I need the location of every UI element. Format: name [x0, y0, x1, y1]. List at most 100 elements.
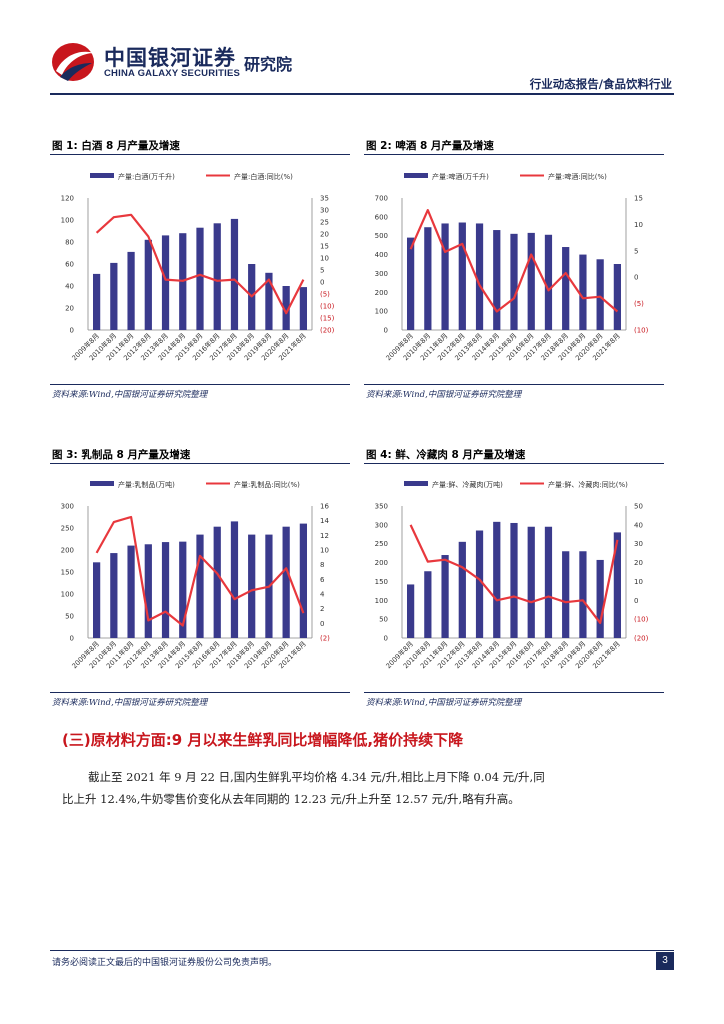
bar	[527, 526, 535, 638]
right-tick-label: 30	[320, 207, 329, 215]
page-number: 3	[656, 952, 674, 970]
logo-institute: 研究院	[244, 55, 293, 74]
right-tick-label: 0	[634, 597, 638, 605]
bar	[441, 223, 449, 330]
right-tick-label: (15)	[320, 315, 335, 323]
right-tick-label: 12	[320, 532, 329, 540]
bar	[493, 521, 501, 638]
bar	[562, 551, 570, 638]
bar	[110, 553, 118, 638]
bar	[424, 571, 432, 638]
legend-line-label: 产量:乳制品:同比(%)	[234, 480, 300, 489]
bar	[127, 251, 135, 330]
bar	[230, 521, 239, 638]
left-tick-label: 0	[70, 635, 74, 643]
bar	[544, 234, 553, 330]
left-tick-label: 300	[375, 521, 388, 529]
bar	[596, 259, 604, 330]
figure-3-title: 图 3: 乳制品 8 月产量及增速	[52, 449, 191, 461]
figure-1-title: 图 1: 白酒 8 月产量及增速	[52, 140, 180, 152]
bar	[92, 562, 101, 638]
bar	[579, 551, 587, 638]
legend-bar-swatch	[404, 481, 428, 486]
right-tick-label: 30	[634, 540, 643, 548]
right-tick-label: (20)	[320, 327, 335, 335]
bar	[282, 526, 290, 638]
growth-line	[409, 524, 619, 624]
bar	[527, 232, 535, 330]
bar	[196, 534, 204, 638]
bar	[475, 530, 484, 638]
figure-3-source: 资料来源:Wind,中国银河证券研究院整理	[52, 698, 208, 708]
header-rule	[50, 93, 674, 95]
bar	[196, 227, 204, 330]
bar	[127, 545, 135, 638]
right-tick-label: (5)	[320, 291, 330, 299]
right-tick-label: (2)	[320, 635, 330, 643]
left-tick-label: 50	[379, 616, 388, 624]
logo-mark-icon	[52, 43, 94, 81]
left-tick-label: 150	[61, 569, 74, 577]
bar	[475, 223, 484, 330]
legend-line-label: 产量:啤酒:同比(%)	[548, 172, 607, 181]
left-tick-label: 100	[61, 591, 74, 599]
legend-bar-label: 产量:乳制品(万吨)	[118, 480, 175, 489]
right-tick-label: (20)	[634, 635, 649, 643]
bar	[406, 237, 415, 330]
bar	[562, 247, 570, 330]
left-tick-label: 200	[375, 559, 388, 567]
left-tick-label: 0	[384, 327, 388, 335]
bar	[299, 287, 308, 330]
right-tick-label: 10	[634, 221, 643, 229]
figure-4-title: 图 4: 鲜、冷藏肉 8 月产量及增速	[366, 449, 526, 461]
footer-disclaimer: 请务必阅读正文最后的中国银河证券股份公司免责声明。	[52, 958, 278, 968]
left-tick-label: 200	[375, 289, 388, 297]
left-tick-label: 300	[375, 270, 388, 278]
figure-1-source: 资料来源:Wind,中国银河证券研究院整理	[52, 390, 208, 400]
left-tick-label: 350	[375, 503, 388, 511]
right-tick-label: 50	[634, 503, 643, 511]
bar	[510, 522, 518, 638]
right-tick-label: (10)	[634, 616, 649, 624]
bar	[144, 544, 152, 638]
right-tick-label: 0	[320, 620, 324, 628]
bar	[458, 222, 466, 330]
section-paragraph-line-1: 截止至 2021 年 9 月 22 日,国内生鲜乳平均价格 4.34 元/升,相…	[88, 770, 545, 784]
left-tick-label: 250	[375, 540, 388, 548]
left-tick-label: 100	[375, 597, 388, 605]
bar	[458, 541, 466, 638]
left-tick-label: 80	[65, 239, 74, 247]
chart-chilled-meat-august-output: 产量:鲜、冷藏肉(万吨) 产量:鲜、冷藏肉:同比(%)35030025020015…	[375, 480, 649, 670]
figure-3-title-rule	[50, 463, 350, 464]
growth-line	[95, 213, 305, 315]
right-tick-label: (5)	[634, 300, 644, 308]
figure-4-source: 资料来源:Wind,中国银河证券研究院整理	[366, 698, 522, 708]
right-tick-label: 40	[634, 521, 643, 529]
figure-4-source-rule	[364, 692, 664, 693]
right-tick-label: 5	[634, 247, 638, 255]
left-tick-label: 700	[375, 195, 388, 203]
bar	[544, 526, 553, 638]
right-tick-label: 35	[320, 195, 329, 203]
left-tick-label: 120	[61, 195, 74, 203]
legend-bar-label: 产量:啤酒(万千升)	[432, 172, 489, 181]
section-title: (三)原材料方面:9 月以来生鲜乳同比增幅降低,猪价持续下降	[62, 731, 464, 749]
left-tick-label: 500	[375, 232, 388, 240]
legend-bar-label: 产量:鲜、冷藏肉(万吨)	[432, 480, 503, 489]
figure-1-source-rule	[50, 384, 350, 385]
chart-beer-august-output: 产量:啤酒(万千升) 产量:啤酒:同比(%)7006005004003002001…	[375, 172, 649, 362]
right-tick-label: 15	[320, 243, 329, 251]
bar	[596, 559, 604, 638]
bar	[110, 262, 118, 330]
right-tick-label: 20	[634, 559, 643, 567]
right-tick-label: 4	[320, 591, 325, 599]
left-tick-label: 250	[61, 525, 74, 533]
report-type: 行业动态报告/食品饮料行业	[529, 77, 672, 91]
bar	[282, 286, 290, 330]
figure-2-source-rule	[364, 384, 664, 385]
right-tick-label: 25	[320, 219, 329, 227]
left-tick-label: 40	[65, 283, 74, 291]
logo-english-name: CHINA GALAXY SECURITIES	[104, 68, 241, 79]
chart-dairy-august-output: 产量:乳制品(万吨) 产量:乳制品:同比(%)300250200150100500…	[61, 480, 331, 670]
right-tick-label: 0	[634, 274, 638, 282]
